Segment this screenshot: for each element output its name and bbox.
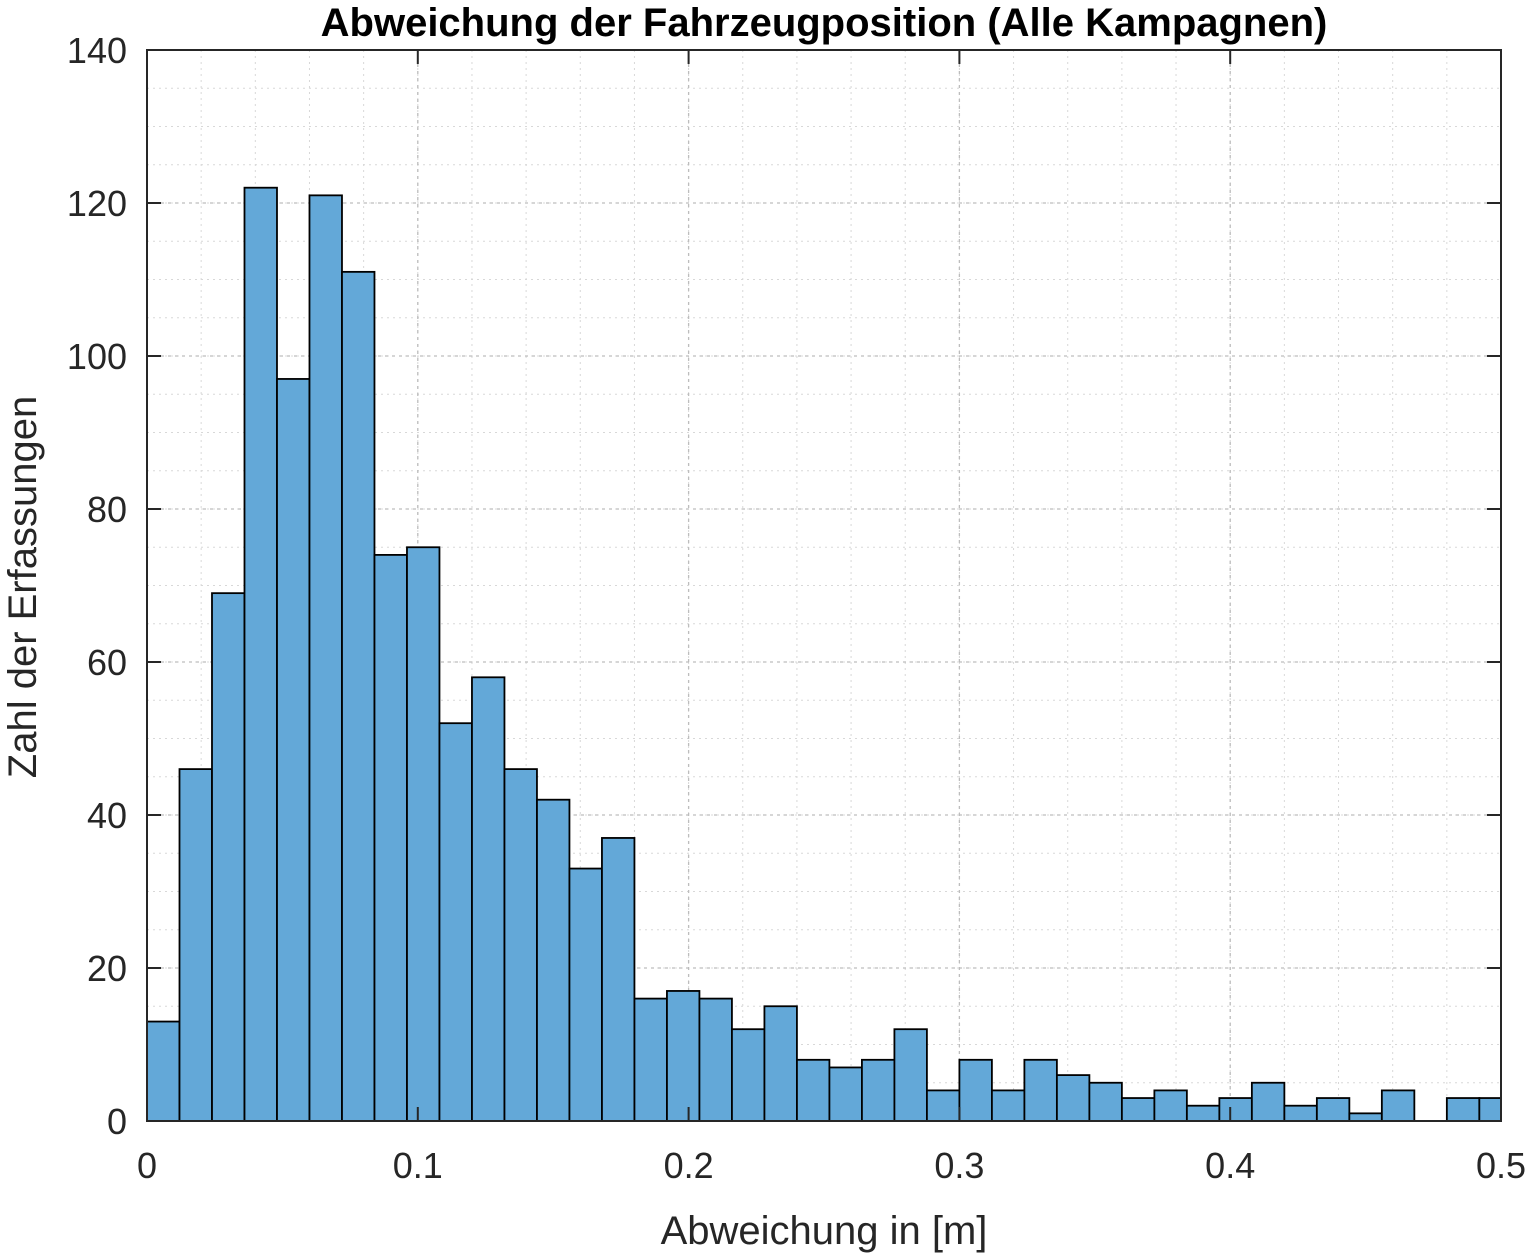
histogram-bar xyxy=(828,1066,863,1122)
histogram-bar xyxy=(1315,1097,1351,1122)
chart-title: Abweichung der Fahrzeugposition (Alle Ka… xyxy=(321,1,1328,45)
histogram-bar xyxy=(698,997,733,1122)
histogram-bar xyxy=(763,1005,798,1122)
histogram-bar xyxy=(1023,1058,1058,1122)
x-axis-label: Abweichung in [m] xyxy=(661,1209,988,1253)
histogram-bar xyxy=(1283,1104,1318,1122)
histogram-bar xyxy=(633,997,668,1122)
histogram-bar xyxy=(406,546,441,1122)
x-tick-labels: 0 0.1 0.2 0.3 0.4 0.5 xyxy=(137,1145,1526,1186)
histogram-bar xyxy=(471,676,506,1122)
histogram-bar xyxy=(1445,1097,1481,1122)
histogram-bar xyxy=(503,768,538,1122)
histogram-bar xyxy=(373,554,408,1122)
histogram-bar xyxy=(341,270,376,1122)
histogram-bar xyxy=(308,194,343,1122)
y-tick-label: 60 xyxy=(87,642,127,683)
x-tick-label: 0.2 xyxy=(664,1145,714,1186)
y-axis-label: Zahl der Erfassungen xyxy=(1,396,45,778)
x-tick-label: 0.4 xyxy=(1205,1145,1255,1186)
histogram-bar xyxy=(893,1028,928,1122)
y-tick-label: 140 xyxy=(67,30,127,71)
y-tick-label: 100 xyxy=(67,336,127,377)
histogram-bar xyxy=(958,1058,993,1122)
histogram-bar xyxy=(1120,1097,1156,1122)
x-tick-label: 0.1 xyxy=(393,1145,443,1186)
histogram-bar xyxy=(1055,1074,1091,1122)
histogram-bar xyxy=(1250,1081,1286,1122)
histogram-bar xyxy=(1478,1097,1502,1122)
y-tick-label: 120 xyxy=(67,183,127,224)
y-tick-label: 0 xyxy=(107,1101,127,1142)
histogram-bar xyxy=(1218,1097,1253,1122)
histogram-bar xyxy=(1348,1112,1383,1122)
histogram-bar xyxy=(1088,1081,1123,1122)
histogram-bar xyxy=(926,1089,961,1122)
histogram-bar xyxy=(861,1058,896,1122)
histogram-bar xyxy=(178,768,213,1122)
histogram-bar xyxy=(243,186,278,1122)
histogram-bar xyxy=(536,798,571,1122)
x-tick-label: 0 xyxy=(137,1145,157,1186)
histogram-bar xyxy=(276,378,311,1122)
y-tick-label: 80 xyxy=(87,489,127,530)
y-tick-labels: 0 20 40 60 80 100 120 140 xyxy=(67,30,127,1142)
histogram-bars xyxy=(146,186,1502,1122)
x-tick-label: 0.3 xyxy=(934,1145,984,1186)
histogram-bar xyxy=(1153,1089,1188,1122)
histogram-bar xyxy=(601,837,636,1122)
histogram-bar xyxy=(990,1089,1026,1122)
x-tick-label: 0.5 xyxy=(1476,1145,1526,1186)
histogram-bar xyxy=(1185,1104,1221,1122)
histogram-bar xyxy=(211,592,246,1122)
plot-area-frame xyxy=(146,49,1502,1122)
histogram-bar xyxy=(666,990,701,1122)
histogram-bar xyxy=(731,1028,766,1122)
histogram-bar xyxy=(1380,1089,1416,1122)
histogram-bar xyxy=(796,1058,831,1122)
histogram-bar xyxy=(146,1020,181,1122)
histogram-bar xyxy=(568,867,603,1122)
tick-marks xyxy=(146,49,1502,1122)
y-tick-label: 20 xyxy=(87,948,127,989)
histogram-bar xyxy=(438,722,473,1122)
y-tick-label: 40 xyxy=(87,795,127,836)
